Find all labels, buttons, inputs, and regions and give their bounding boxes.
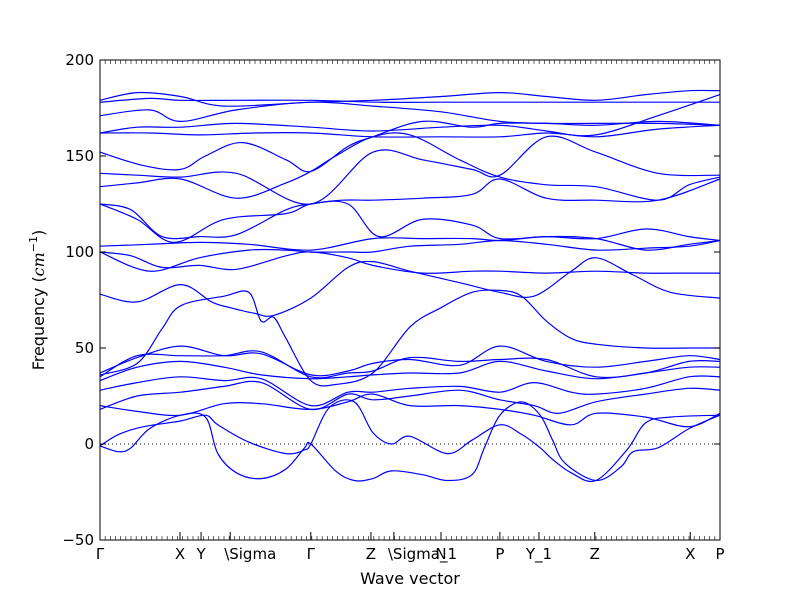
y-tick-label: 200 [65,51,94,69]
x-tick-label: Y [195,545,206,563]
y-axis-title-exponent: −1 [27,236,40,252]
band-line [99,251,720,274]
band-line [99,97,720,103]
band-line [99,401,721,482]
band-line [99,200,721,244]
band-line [99,132,721,201]
y-axis-title-close: ) [29,230,48,236]
y-tick-label: 150 [65,147,94,165]
svg-text:Frequency (cm−1): Frequency (cm−1) [27,230,48,371]
x-tick-label: Γ [96,545,105,563]
band-line [99,178,721,240]
plot-frame [99,59,721,541]
x-axis-ticks: Γ X Y \Sigma Γ Z \Sigma_1N P Y_1 Z X P [96,60,725,564]
band-line [99,345,721,377]
y-axis-title-unit: cm [29,252,48,276]
band-line [99,289,720,387]
band-line [99,120,721,173]
x-tick-label: Y_1 [525,545,552,564]
y-axis-title: Frequency (cm−1) [27,230,48,371]
y-tick-label: 50 [75,339,94,357]
band-line [99,380,721,414]
y-axis-title-text: Frequency ( [29,276,48,370]
x-tick-label: N [435,545,446,563]
x-tick-label: P [495,545,504,563]
band-line [99,235,721,251]
band-line [99,239,721,272]
x-axis-title: Wave vector [360,569,460,588]
x-tick-label: P [715,545,724,563]
x-tick-label: X [175,545,185,563]
y-tick-label: 100 [65,243,94,261]
band-line [99,375,721,407]
y-tick-label: 0 [84,435,94,453]
x-tick-label: \Sigma_1 [388,545,457,564]
x-tick-label: Z [590,545,600,563]
band-line [99,101,721,126]
x-tick-label: Z [366,545,376,563]
y-tick-label: −50 [62,531,94,549]
band-line [99,257,721,317]
band-line [99,360,721,382]
plot-area [100,60,720,540]
band-line [99,122,721,138]
x-tick-label: \Sigma [224,545,276,563]
band-line [99,135,721,205]
y-axis-ticks: −50 0 50 100 150 200 [62,51,720,549]
band-line [99,89,721,107]
band-line [99,393,721,428]
x-tick-label: Γ [307,545,316,563]
phonon-bands [99,89,721,483]
x-tick-label: X [685,545,695,563]
band-line [99,399,721,483]
